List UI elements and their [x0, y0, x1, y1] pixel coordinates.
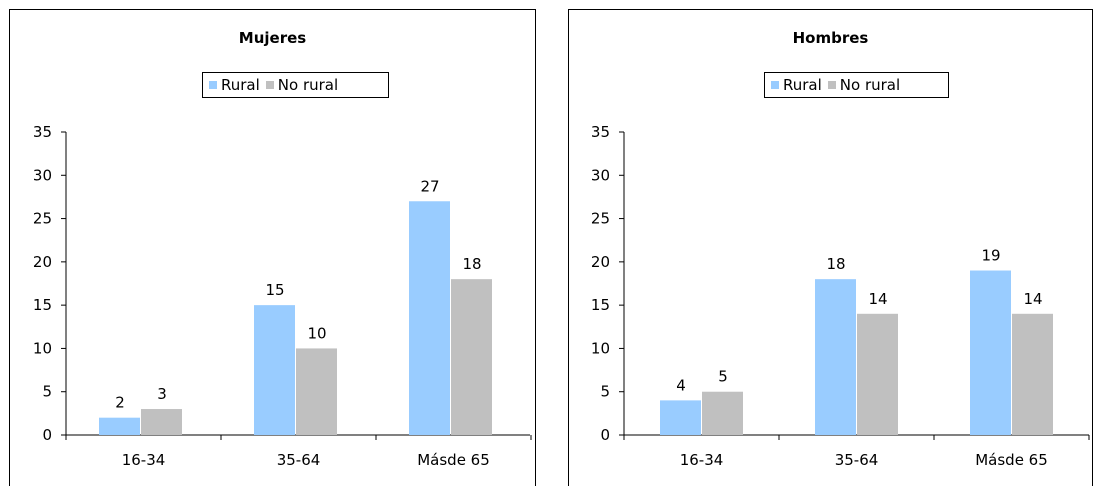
bar-rural [970, 270, 1011, 435]
bar-chart-plot: 0 5 10 15 20 25 30 35 16-34 4 5 35-64 18 14 Másde 65 19… [591, 123, 1090, 469]
data-label: 18 [826, 255, 845, 273]
bar-no-rural [1012, 313, 1053, 435]
legend-swatch-no-rural [827, 81, 836, 89]
bar-rural [254, 305, 295, 435]
legend-swatch-rural [209, 81, 217, 89]
y-tick-label: 25 [33, 210, 52, 228]
y-tick-label: 10 [33, 339, 52, 357]
data-label: 18 [462, 255, 481, 273]
legend-swatch-rural [771, 81, 779, 89]
y-tick-label: 30 [33, 166, 52, 184]
legend-label-no-rural: No rural [277, 76, 339, 94]
legend-item-rural: Rural [771, 76, 822, 94]
legend-item-no-rural: No rural [827, 76, 901, 94]
bar-rural [815, 279, 856, 435]
y-tick-label: 0 [600, 426, 610, 444]
data-label: 14 [1023, 290, 1042, 308]
data-label: 27 [420, 177, 439, 195]
legend-label-rural: Rural [783, 76, 822, 94]
y-tick-label: 5 [42, 383, 52, 401]
bar-no-rural [702, 391, 743, 435]
data-label: 19 [981, 247, 1000, 265]
data-label: 3 [157, 385, 167, 403]
y-tick-label: 5 [600, 383, 610, 401]
data-label: 15 [265, 281, 284, 299]
x-tick-label: 16-34 [122, 451, 166, 469]
x-tick-label: 35-64 [835, 451, 879, 469]
legend-label-rural: Rural [221, 76, 260, 94]
bar-rural [409, 201, 450, 435]
y-tick-label: 20 [591, 253, 610, 271]
bar-chart-plot: 0 5 10 15 20 25 30 35 16-34 2 3 35-64 15 10 Másde 65 27… [33, 123, 532, 469]
x-tick-label: Másde 65 [417, 451, 490, 469]
y-tick-label: 35 [33, 123, 52, 141]
legend-swatch-no-rural [265, 81, 274, 89]
y-tick-label: 35 [591, 123, 610, 141]
data-label: 4 [676, 376, 686, 394]
y-tick-label: 15 [33, 296, 52, 314]
x-tick-label: 16-34 [680, 451, 724, 469]
bar-no-rural [857, 313, 898, 435]
y-tick-label: 25 [591, 210, 610, 228]
data-label: 2 [115, 394, 125, 412]
legend-item-rural: Rural [209, 76, 260, 94]
y-tick-label: 0 [42, 426, 52, 444]
data-label: 5 [718, 368, 728, 386]
data-label: 14 [868, 290, 887, 308]
bar-no-rural [141, 409, 182, 435]
bar-rural [660, 400, 701, 435]
chart-panel-mujeres: Mujeres Rural No rural 0 5 10 15 20 25 30 35 16-… [9, 9, 536, 486]
y-tick-label: 10 [591, 339, 610, 357]
chart-legend: Rural No rural [764, 72, 949, 98]
chart-legend: Rural No rural [202, 72, 389, 98]
bar-rural [99, 417, 140, 435]
bar-no-rural [451, 279, 492, 435]
legend-label-no-rural: No rural [839, 76, 901, 94]
y-tick-label: 20 [33, 253, 52, 271]
data-label: 10 [307, 324, 326, 342]
chart-panel-hombres: Hombres Rural No rural 0 5 10 15 20 25 30 35 16-… [568, 9, 1093, 486]
y-tick-label: 30 [591, 166, 610, 184]
chart-title: Hombres [792, 29, 869, 47]
bar-no-rural [296, 348, 337, 435]
chart-title: Mujeres [238, 29, 307, 47]
legend-item-no-rural: No rural [265, 76, 339, 94]
x-tick-label: 35-64 [277, 451, 321, 469]
x-tick-label: Másde 65 [975, 451, 1048, 469]
y-tick-label: 15 [591, 296, 610, 314]
